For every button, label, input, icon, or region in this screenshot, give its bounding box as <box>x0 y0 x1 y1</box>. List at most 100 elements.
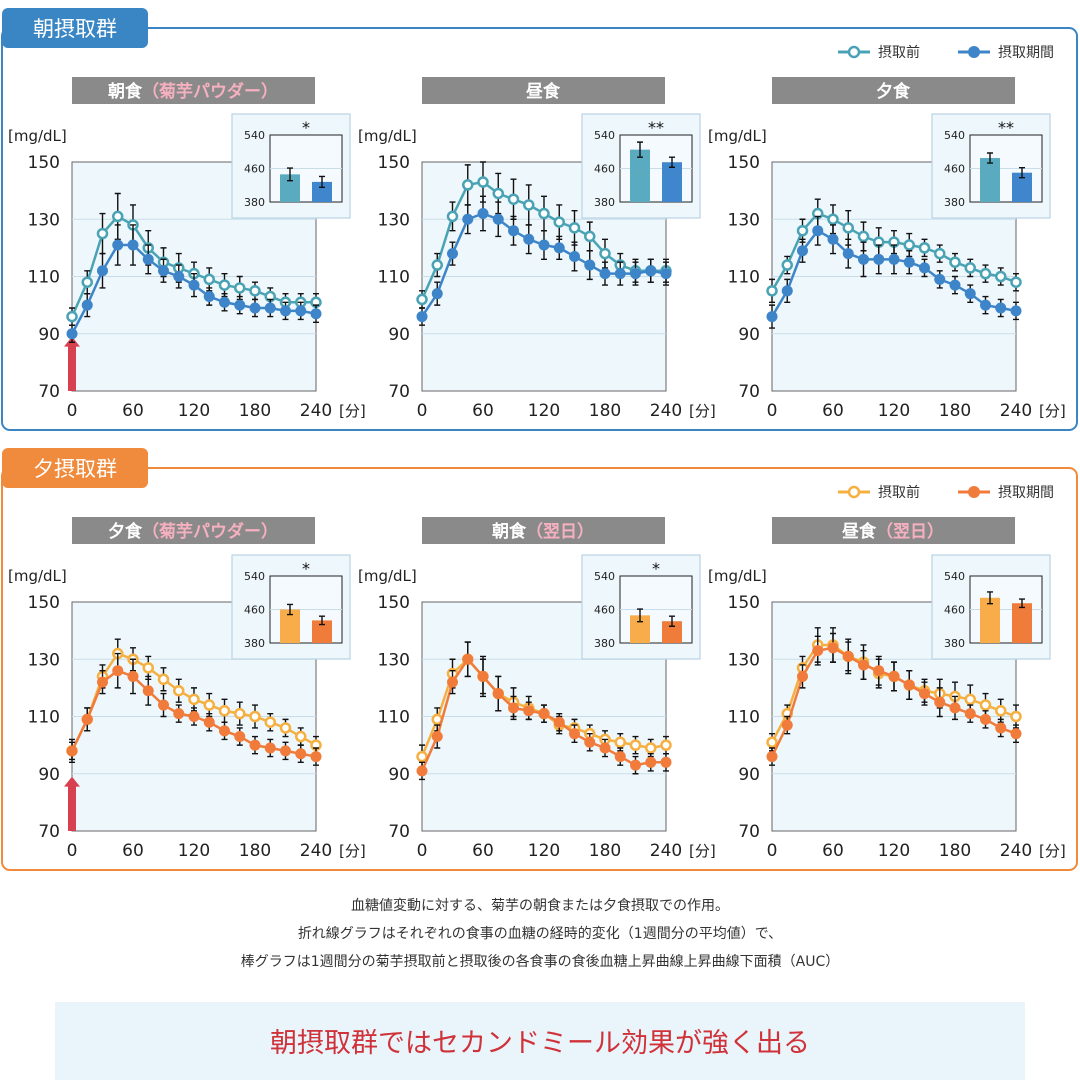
auc-error-bar <box>319 615 325 626</box>
auc-bar-before <box>980 158 1000 202</box>
data-point <box>264 716 276 728</box>
x-tick-label: 0 <box>767 401 778 421</box>
auc-error-bar <box>319 175 325 189</box>
auc-error-bar <box>669 156 675 168</box>
auc-y-tick-label: 460 <box>244 163 265 176</box>
data-point <box>842 248 854 260</box>
data-point <box>630 759 641 771</box>
data-point <box>234 731 246 743</box>
caption-line: 折れ線グラフはそれぞれの食事の血糖の経時的変化（1週間分の平均値）で、 <box>298 925 782 942</box>
x-tick-label: 180 <box>589 841 621 861</box>
auc-error-bar <box>1019 166 1025 179</box>
data-point <box>295 748 307 760</box>
y-tick-label: 130 <box>28 210 60 230</box>
data-point <box>645 742 657 754</box>
y-tick-label: 110 <box>728 708 760 728</box>
chart-title-main: 朝食 <box>108 81 143 102</box>
data-point <box>492 187 504 200</box>
chart-title-note: （菊芋パウダー） <box>142 81 278 102</box>
data-point <box>81 299 93 311</box>
x-tick-label: 180 <box>239 841 271 861</box>
data-point <box>462 653 474 665</box>
auc-error-bar <box>987 591 993 605</box>
legend-marker-before <box>847 45 861 59</box>
data-point <box>903 256 915 268</box>
chart-title: 昼食（翌日） <box>842 521 944 542</box>
y-tick-label: 130 <box>728 210 760 230</box>
x-tick-label: 60 <box>122 841 144 861</box>
y-tick-label: 70 <box>738 382 760 402</box>
x-tick-label: 240 <box>300 841 332 861</box>
data-point <box>964 708 976 720</box>
auc-y-tick-label: 460 <box>594 604 615 617</box>
auc-y-tick-label: 540 <box>594 570 615 583</box>
chart-title-note: （菊芋パウダー） <box>142 521 278 542</box>
auc-bar-before <box>630 149 650 202</box>
data-point <box>112 239 124 251</box>
y-tick-label: 150 <box>378 593 410 613</box>
data-point <box>766 736 778 749</box>
y-tick-label: 70 <box>388 382 410 402</box>
data-point <box>127 239 139 251</box>
legend-label-before: 摂取前 <box>878 44 920 61</box>
data-point <box>964 262 976 274</box>
data-point <box>645 756 657 768</box>
data-point <box>584 736 596 748</box>
series-before <box>766 198 1022 303</box>
x-axis-unit: [分] <box>339 842 366 860</box>
data-point <box>553 716 565 728</box>
data-point <box>66 745 78 757</box>
y-axis-unit: [mg/dL] <box>358 127 417 145</box>
y-axis-unit: [mg/dL] <box>8 567 67 585</box>
data-point <box>903 239 915 251</box>
auc-y-tick-label: 460 <box>944 163 965 176</box>
data-point <box>797 245 808 257</box>
x-tick-label: 60 <box>472 841 494 861</box>
data-point <box>234 299 246 311</box>
y-tick-label: 90 <box>38 325 60 345</box>
data-point <box>127 670 139 682</box>
data-point <box>614 736 626 749</box>
x-tick-label: 60 <box>822 401 844 421</box>
auc-inset: 380 460 540 ** <box>931 113 1051 219</box>
legend: 摂取前 摂取期間 <box>838 484 1054 501</box>
y-tick-label: 150 <box>378 153 410 173</box>
legend: 摂取前 摂取期間 <box>838 44 1054 61</box>
data-point <box>1010 710 1022 723</box>
data-point <box>416 311 428 323</box>
x-tick-label: 180 <box>589 401 621 421</box>
y-tick-label: 150 <box>28 593 60 613</box>
data-point <box>964 288 976 300</box>
x-tick-label: 0 <box>67 841 78 861</box>
data-point <box>614 751 626 763</box>
auc-error-bar <box>669 615 675 627</box>
data-point <box>980 299 991 311</box>
chart-title-bar <box>72 517 315 544</box>
data-point <box>96 227 109 240</box>
y-tick-label: 130 <box>378 650 410 670</box>
y-tick-label: 110 <box>728 268 760 288</box>
data-point <box>66 328 78 340</box>
data-point <box>995 270 1007 283</box>
auc-bar-before <box>630 615 650 643</box>
conclusion-text: 朝摂取群ではセカンドミール効果が強く出る <box>270 1028 810 1059</box>
data-point <box>249 710 261 723</box>
chart-1: 昼食 [mg/dL] 70 90 110 130 150 0 60 120 180 240 [分] 380… <box>358 77 716 421</box>
data-point <box>234 707 246 720</box>
data-point <box>645 265 657 277</box>
data-point <box>842 650 854 662</box>
auc-inset: 380 460 540 * <box>231 554 351 660</box>
data-point <box>188 279 200 291</box>
auc-bar-before <box>280 609 300 643</box>
data-point <box>523 705 535 717</box>
chart-5: 昼食（翌日） [mg/dL] 70 90 110 130 150 0 60 120 180 240 [分… <box>708 517 1066 861</box>
auc-y-tick-label: 380 <box>244 637 265 650</box>
auc-bar-after <box>1012 172 1032 202</box>
data-point <box>629 739 642 751</box>
chart-2: 夕食 [mg/dL] 70 90 110 130 150 0 60 120 180 240 [分] 380… <box>708 77 1066 421</box>
y-tick-label: 150 <box>728 593 760 613</box>
data-point <box>416 765 428 777</box>
data-point <box>295 305 307 317</box>
data-point <box>97 676 108 688</box>
auc-y-tick-label: 460 <box>594 163 615 176</box>
